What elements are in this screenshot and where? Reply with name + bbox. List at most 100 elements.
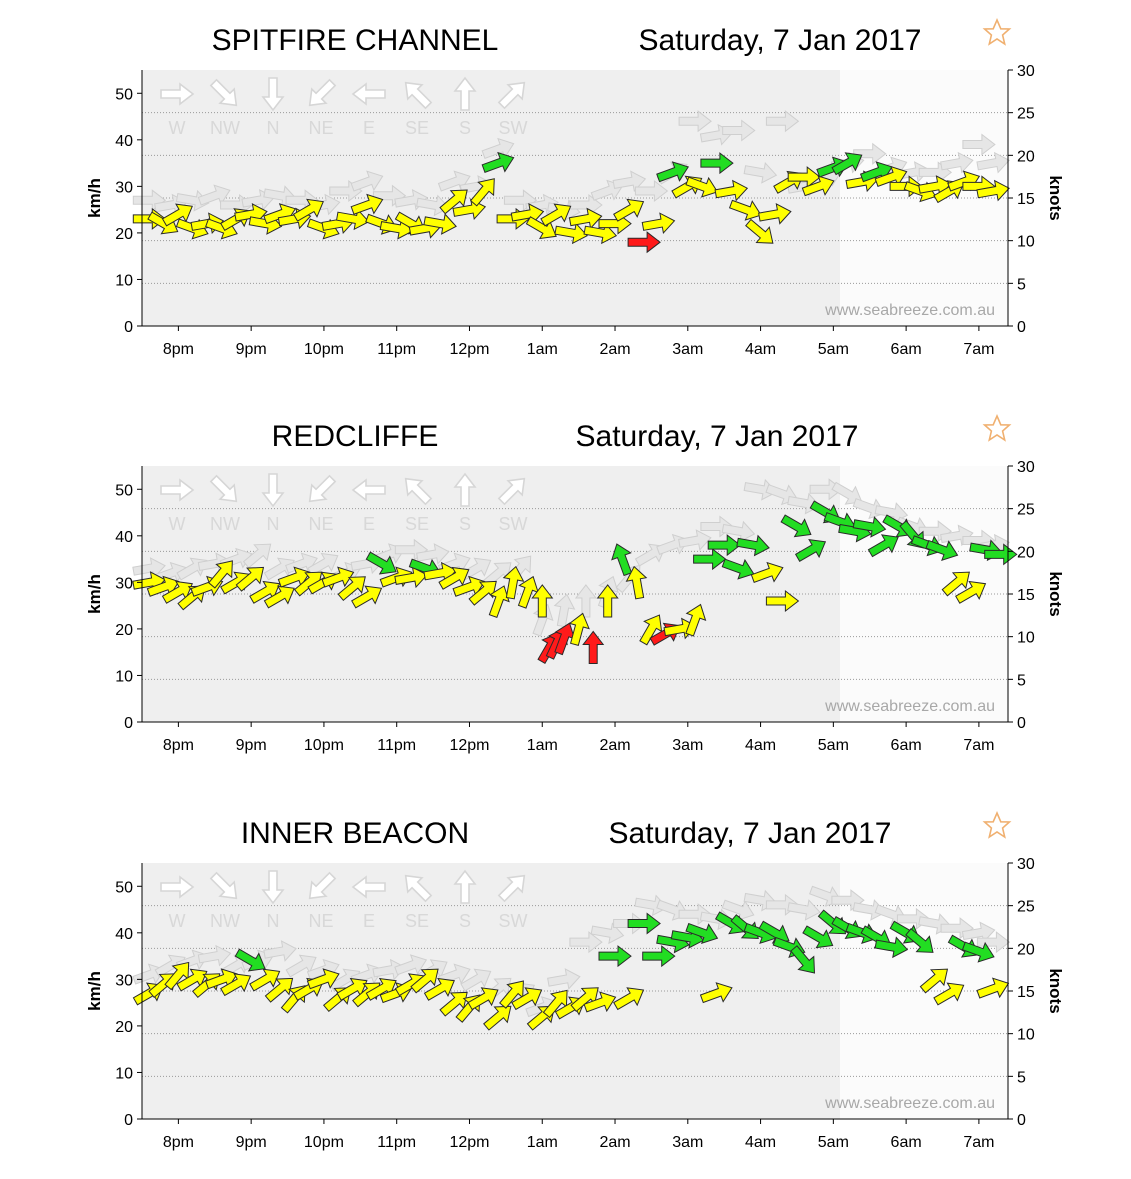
wind-arrow-icon: [758, 203, 792, 225]
wind-arrow-icon: [874, 936, 909, 959]
wind-arrow-icon: [656, 161, 690, 183]
y-tick-label: 40: [115, 926, 133, 943]
wind-arrow-icon: [468, 580, 497, 606]
wind-arrow-icon: [642, 945, 676, 968]
wind-arrow-icon: [685, 603, 707, 637]
x-tick-label: 12pm: [449, 737, 489, 754]
wind-arrow-icon: [790, 945, 816, 974]
wind-arrow-icon: [736, 534, 770, 557]
y2-tick-label: 15: [1017, 191, 1035, 208]
wind-arrow-icon: [234, 948, 266, 972]
chart-date: Saturday, 7 Jan 2017: [609, 817, 892, 850]
wind-arrow-icon: [685, 922, 719, 945]
wind-arrow-icon: [220, 973, 252, 997]
gust-arrow-icon: [394, 954, 428, 976]
wind-arrow-icon: [499, 980, 524, 1009]
y2-tick-label: 25: [1017, 106, 1035, 123]
favourite-star-icon[interactable]: [982, 17, 1012, 46]
compass-arrow-icon: [497, 477, 526, 506]
gust-arrow-icon: [976, 151, 1010, 174]
y-tick-label: 50: [115, 879, 133, 896]
compass-label: S: [459, 118, 471, 138]
station-title: SPITFIRE CHANNEL: [212, 24, 499, 57]
gust-arrow-icon: [574, 584, 597, 618]
wind-arrow-icon: [582, 630, 605, 664]
wind-arrow-icon: [321, 566, 355, 588]
wind-arrow-icon: [164, 961, 190, 991]
wind-arrow-icon: [745, 218, 774, 244]
wind-arrow-icon: [525, 216, 557, 240]
y2-tick-label: 30: [1017, 63, 1035, 80]
wind-arrow-icon: [976, 179, 1010, 202]
y2-tick-label: 0: [1017, 1112, 1026, 1129]
wind-arrow-icon: [517, 575, 539, 609]
y-tick-label: 0: [124, 1112, 133, 1129]
favourite-star-icon[interactable]: [982, 413, 1012, 442]
compass-arrow-icon: [453, 869, 477, 904]
compass-label: NW: [210, 911, 240, 931]
wind-arrow-icon: [598, 945, 632, 968]
wind-arrow-icon: [627, 231, 661, 254]
compass-arrow-icon: [497, 81, 526, 110]
chart-date: Saturday, 7 Jan 2017: [576, 420, 859, 453]
compass-label: W: [169, 514, 186, 534]
gust-arrow-icon: [285, 954, 317, 978]
wind-arrow-icon: [335, 208, 370, 231]
y-tick-label: 10: [115, 668, 133, 685]
compass-label: SW: [499, 118, 528, 138]
wind-arrow-icon: [925, 539, 959, 562]
wind-arrow-icon: [235, 566, 265, 592]
y-axis-label: km/h: [85, 971, 104, 1011]
gust-arrow-icon: [569, 931, 603, 954]
gust-arrow-icon: [197, 184, 231, 206]
wind-arrow-icon: [306, 968, 340, 990]
wind-arrow-icon: [765, 589, 800, 613]
compass-arrow-icon: [209, 871, 238, 900]
compass-label: S: [459, 911, 471, 931]
gust-arrow-icon: [787, 899, 821, 921]
wind-arrow-icon: [511, 987, 543, 1011]
wind-arrow-icon: [919, 968, 949, 994]
x-tick-label: 8pm: [163, 341, 194, 358]
x-tick-label: 6am: [891, 341, 922, 358]
chart-panel-inner-beacon: INNER BEACON Saturday, 7 Jan 2017 W NW N NE…: [0, 793, 1131, 1173]
wind-arrow-icon: [613, 198, 645, 222]
gust-arrow-icon: [831, 481, 863, 505]
gust-arrow-icon: [940, 151, 974, 174]
gust-arrow-icon: [350, 170, 384, 192]
wind-arrow-icon: [337, 576, 366, 602]
favourite-star-icon[interactable]: [982, 810, 1012, 839]
wind-arrow-icon: [905, 928, 934, 953]
x-tick-label: 5am: [818, 737, 849, 754]
y2-axis-label: knots: [1046, 571, 1065, 616]
x-tick-label: 7am: [963, 737, 994, 754]
x-tick-label: 1am: [527, 341, 558, 358]
wind-arrow-icon: [625, 565, 648, 600]
wind-arrow-icon: [161, 203, 193, 227]
wind-arrow-icon: [700, 152, 734, 175]
x-tick-label: 9pm: [236, 341, 267, 358]
wind-arrow-icon: [292, 198, 324, 222]
gust-arrow-icon: [678, 110, 712, 133]
wind-arrow-icon: [410, 968, 439, 994]
x-tick-label: 6am: [891, 1134, 922, 1151]
gust-arrow-icon: [722, 119, 756, 142]
y-axis-label: km/h: [85, 178, 104, 218]
wind-arrow-icon: [161, 580, 193, 604]
watermark: www.seabreeze.com.au: [824, 302, 995, 319]
x-tick-label: 7am: [963, 1134, 994, 1151]
compass-arrow-icon: [404, 477, 433, 506]
y2-tick-label: 25: [1017, 899, 1035, 916]
compass-label: NE: [308, 911, 333, 931]
wind-arrow-icon: [867, 534, 899, 558]
wind-arrow-icon: [531, 584, 554, 618]
compass-label: NE: [308, 514, 333, 534]
compass-arrow-icon: [160, 478, 195, 502]
watermark: www.seabreeze.com.au: [824, 1095, 995, 1112]
x-tick-label: 10pm: [304, 341, 344, 358]
x-tick-label: 2am: [599, 1134, 630, 1151]
wind-arrow-icon: [794, 539, 827, 562]
x-tick-label: 1am: [527, 737, 558, 754]
station-title: INNER BEACON: [241, 817, 469, 850]
y2-axis-label: knots: [1046, 968, 1065, 1013]
